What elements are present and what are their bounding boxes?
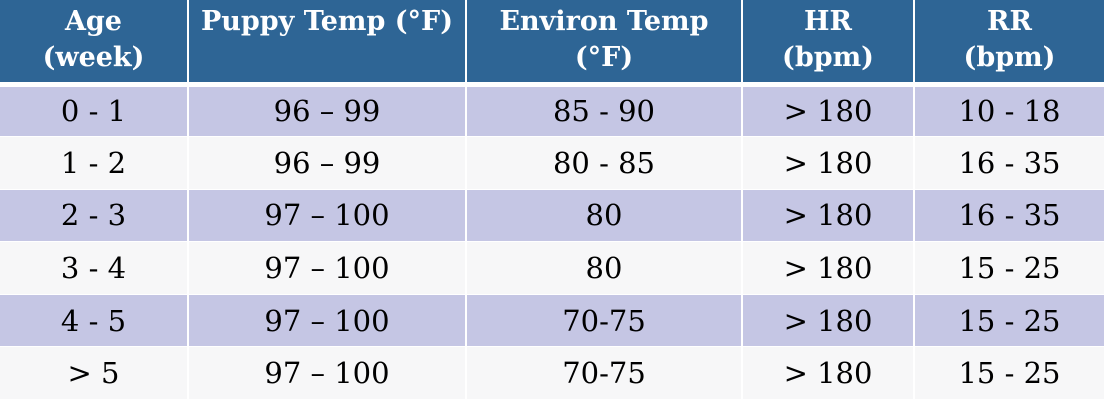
cell-hr: > 180 (742, 241, 915, 295)
header-rr-line2: (bpm) (963, 42, 1056, 73)
cell-age: 0 - 1 (0, 84, 189, 138)
header-hr-line2: (bpm) (782, 42, 874, 73)
cell-hr: > 180 (742, 189, 915, 243)
cell-age: 4 - 5 (0, 294, 189, 348)
cell-environ-temp: 70-75 (466, 294, 743, 348)
cell-puppy-temp: 97 – 100 (188, 346, 467, 400)
header-environ-temp-line1: Environ Temp (499, 6, 709, 37)
header-age: Age (week) (0, 0, 189, 87)
header-puppy-temp: Puppy Temp (°F) (188, 0, 467, 87)
cell-puppy-temp: 97 – 100 (188, 241, 467, 295)
table-row: 0 - 1 96 – 99 85 - 90 > 180 10 - 18 (0, 84, 1104, 138)
cell-hr: > 180 (742, 294, 915, 348)
header-row: Age (week) Puppy Temp (°F) Environ Temp (… (0, 0, 1104, 87)
header-environ-temp-line2: (°F) (574, 42, 634, 73)
cell-hr: > 180 (742, 346, 915, 400)
cell-environ-temp: 85 - 90 (466, 84, 743, 138)
cell-environ-temp: 80 (466, 189, 743, 243)
header-rr-line1: RR (987, 6, 1032, 37)
header-hr: HR (bpm) (742, 0, 915, 87)
cell-puppy-temp: 96 – 99 (188, 136, 467, 190)
table-header: Age (week) Puppy Temp (°F) Environ Temp (… (0, 0, 1104, 87)
table-row: 3 - 4 97 – 100 80 > 180 15 - 25 (0, 241, 1104, 295)
cell-puppy-temp: 97 – 100 (188, 189, 467, 243)
cell-age: 2 - 3 (0, 189, 189, 243)
cell-rr: 16 - 35 (914, 136, 1104, 190)
header-age-line1: Age (week) (42, 6, 145, 73)
table-row: 1 - 2 96 – 99 80 - 85 > 180 16 - 35 (0, 136, 1104, 190)
cell-rr: 10 - 18 (914, 84, 1104, 138)
cell-age: 1 - 2 (0, 136, 189, 190)
cell-environ-temp: 70-75 (466, 346, 743, 400)
table-row: > 5 97 – 100 70-75 > 180 15 - 25 (0, 346, 1104, 400)
table-row: 4 - 5 97 – 100 70-75 > 180 15 - 25 (0, 294, 1104, 348)
cell-environ-temp: 80 - 85 (466, 136, 743, 190)
cell-age: > 5 (0, 346, 189, 400)
header-hr-line1: HR (804, 6, 852, 37)
header-rr: RR (bpm) (914, 0, 1104, 87)
header-environ-temp: Environ Temp (°F) (466, 0, 743, 87)
cell-rr: 15 - 25 (914, 294, 1104, 348)
cell-environ-temp: 80 (466, 241, 743, 295)
cell-puppy-temp: 97 – 100 (188, 294, 467, 348)
cell-age: 3 - 4 (0, 241, 189, 295)
cell-rr: 15 - 25 (914, 241, 1104, 295)
cell-hr: > 180 (742, 136, 915, 190)
cell-rr: 15 - 25 (914, 346, 1104, 400)
table-row: 2 - 3 97 – 100 80 > 180 16 - 35 (0, 189, 1104, 243)
cell-rr: 16 - 35 (914, 189, 1104, 243)
header-puppy-temp-line1: Puppy Temp (°F) (200, 6, 454, 37)
cell-hr: > 180 (742, 84, 915, 138)
cell-puppy-temp: 96 – 99 (188, 84, 467, 138)
table-body: 0 - 1 96 – 99 85 - 90 > 180 10 - 18 1 - … (0, 84, 1104, 400)
